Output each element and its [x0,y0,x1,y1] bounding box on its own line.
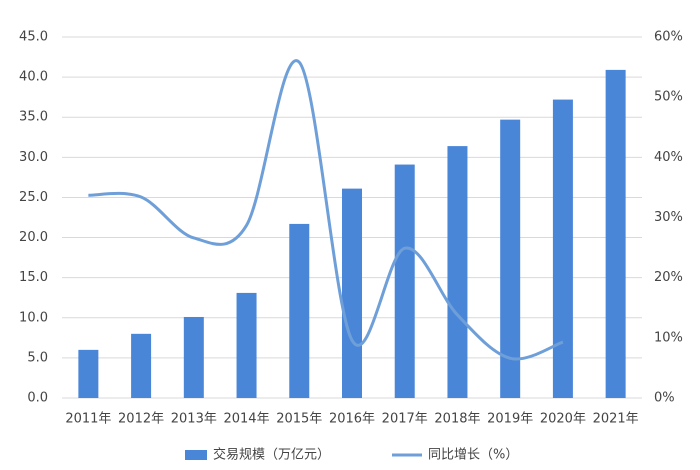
y-tick-label: 20.0 [19,230,48,245]
x-tick-label: 2013年 [171,412,217,427]
bar [236,292,257,398]
y-tick-label: 0.0 [27,391,48,406]
x-tick-label: 2021年 [593,412,639,427]
bar [605,69,626,398]
bar [552,99,573,398]
legend-label: 交易规模（万亿元） [213,447,330,463]
y2-tick-label: 20% [654,270,683,285]
x-tick-label: 2020年 [540,412,586,427]
y2-tick-label: 10% [654,330,683,345]
x-tick-label: 2012年 [118,412,164,427]
y-tick-label: 5.0 [27,350,48,365]
y-tick-label: 15.0 [19,270,48,285]
y-tick-label: 35.0 [19,110,48,125]
y2-tick-label: 40% [654,150,683,165]
y-tick-label: 40.0 [19,70,48,85]
y2-tick-label: 50% [654,90,683,105]
bar [78,349,99,398]
legend-label: 同比增长（%） [428,448,518,463]
bar [342,188,362,398]
x-tick-label: 2015年 [276,412,322,427]
y-tick-label: 45.0 [19,30,48,45]
x-tick-label: 2014年 [223,412,269,427]
x-tick-label: 2016年 [329,412,375,427]
x-tick-label: 2017年 [382,412,428,427]
y-tick-label: 25.0 [19,190,48,205]
line [88,59,564,361]
y-tick-label: 30.0 [19,150,48,165]
legend-swatch [185,450,207,460]
bar [289,223,310,398]
x-tick-label: 2011年 [65,412,111,427]
y2-tick-label: 30% [654,210,683,225]
y2-tick-label: 0% [654,391,675,406]
y-tick-label: 10.0 [19,310,48,325]
bar [447,146,468,398]
x-tick-label: 2018年 [434,412,480,427]
bar [500,119,521,398]
bar [131,333,152,398]
bar [183,316,204,398]
x-tick-label: 2019年 [487,412,533,427]
y2-tick-label: 60% [654,30,683,45]
bar [394,164,415,398]
